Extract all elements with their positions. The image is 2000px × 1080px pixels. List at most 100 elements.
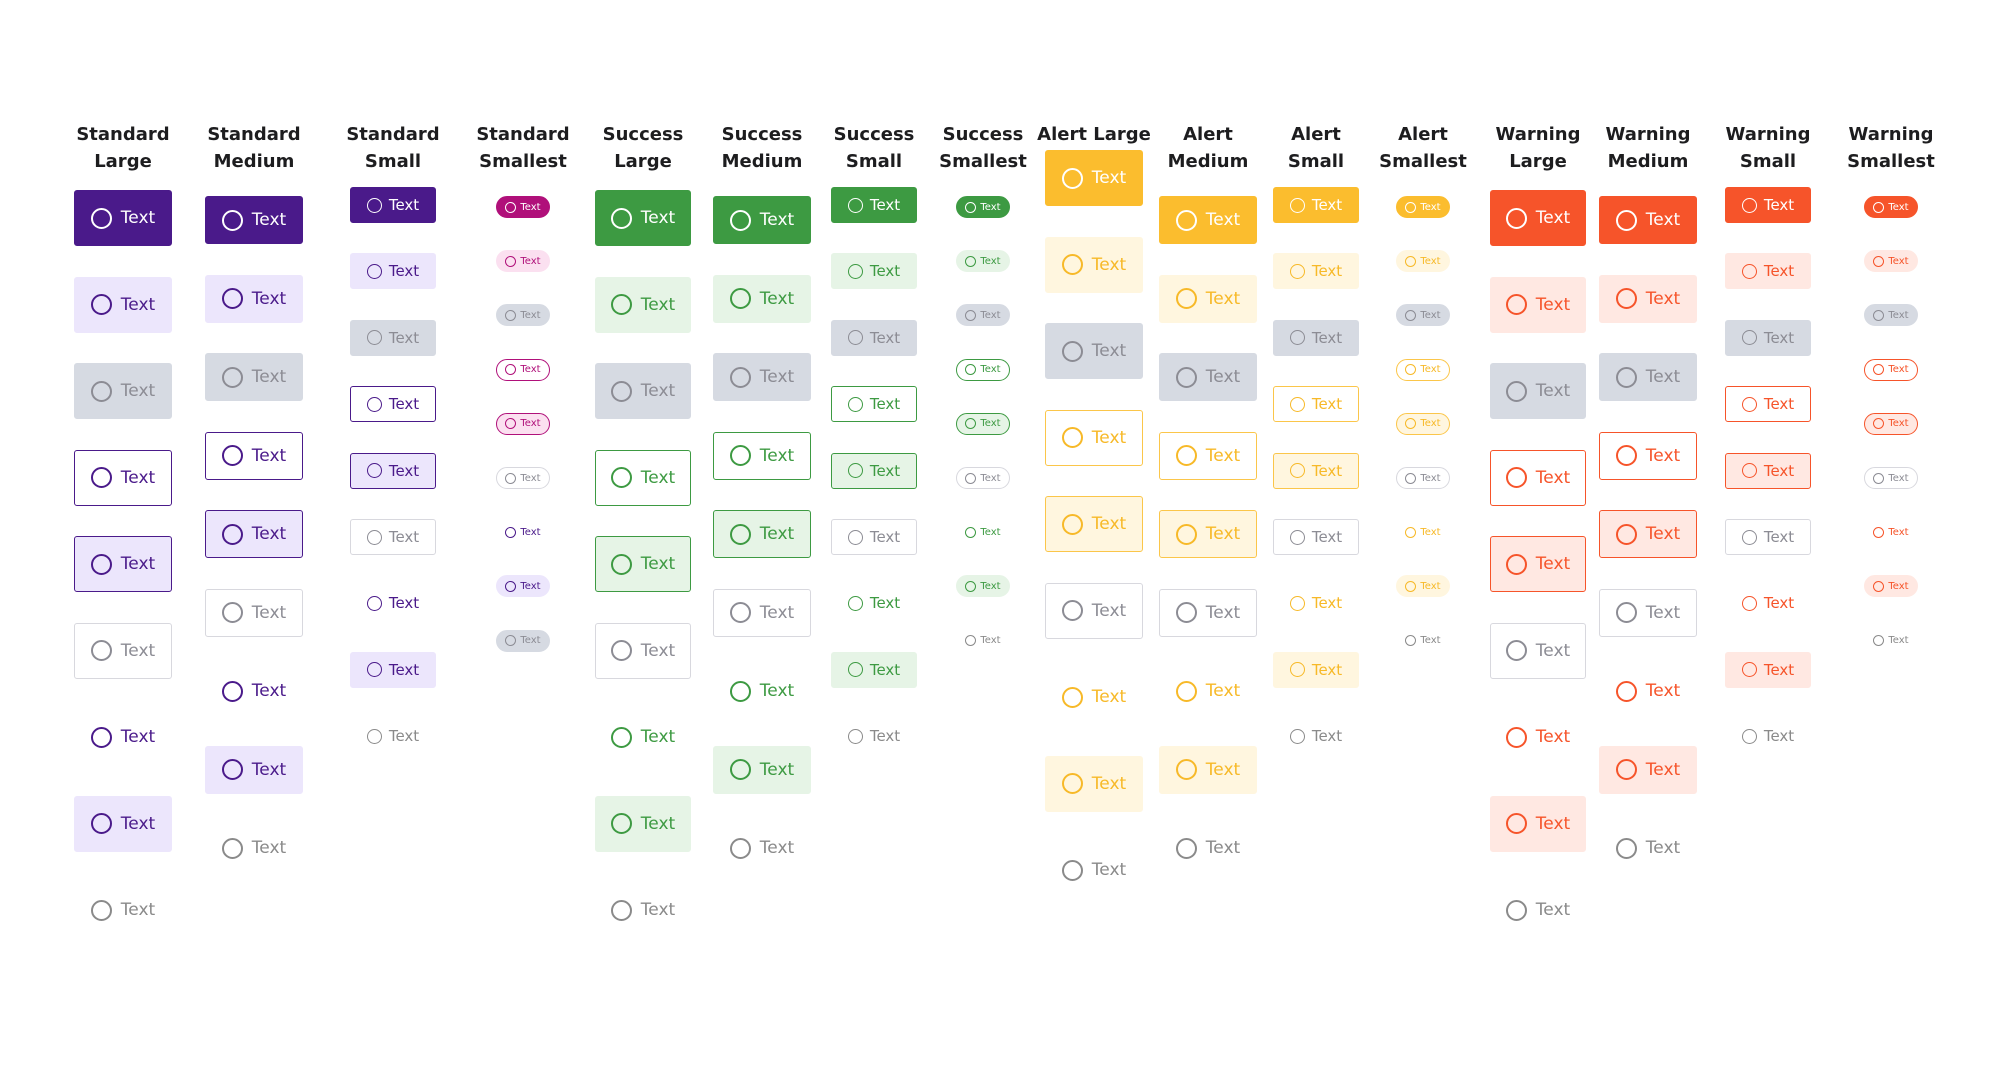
standard-medium-button[interactable]: Text <box>205 510 303 558</box>
success-large-button[interactable]: Text <box>595 449 691 506</box>
alert-smallest-button[interactable]: Text <box>1396 304 1450 327</box>
standard-small-button[interactable]: Text <box>350 519 436 555</box>
standard-smallest-button[interactable]: Text <box>496 304 550 327</box>
success-small-button[interactable]: Text <box>831 187 917 223</box>
alert-medium-button[interactable]: Text <box>1159 510 1257 558</box>
success-small-button[interactable]: Text <box>831 386 917 423</box>
standard-large-button[interactable]: Text <box>74 536 172 592</box>
warning-large-button[interactable]: Text <box>1490 622 1586 679</box>
standard-large-button[interactable]: Text <box>74 190 172 246</box>
standard-large-button[interactable]: Text <box>74 276 172 333</box>
success-large-button[interactable]: Text <box>595 190 691 246</box>
success-smallest-button[interactable]: Text <box>956 358 1010 381</box>
success-large-button[interactable]: Text <box>595 363 691 419</box>
standard-smallest-button[interactable]: Text <box>496 196 550 218</box>
success-medium-button[interactable]: Text <box>713 274 811 323</box>
success-medium-button[interactable]: Text <box>713 824 811 872</box>
warning-smallest-button[interactable]: Text <box>1864 304 1918 327</box>
success-smallest-button[interactable]: Text <box>956 196 1010 218</box>
standard-small-button[interactable]: Text <box>350 386 436 423</box>
warning-smallest-button[interactable]: Text <box>1864 575 1918 598</box>
warning-small-button[interactable]: Text <box>1725 651 1811 688</box>
success-large-button[interactable]: Text <box>595 709 691 765</box>
warning-small-button[interactable]: Text <box>1725 585 1811 621</box>
warning-medium-button[interactable]: Text <box>1599 353 1697 401</box>
warning-smallest-button[interactable]: Text <box>1864 412 1918 435</box>
warning-large-button[interactable]: Text <box>1490 276 1586 333</box>
alert-large-button[interactable]: Text <box>1045 150 1143 206</box>
warning-small-button[interactable]: Text <box>1725 319 1811 356</box>
alert-medium-button[interactable]: Text <box>1159 353 1257 401</box>
alert-smallest-button[interactable]: Text <box>1396 250 1450 273</box>
alert-small-button[interactable]: Text <box>1273 253 1359 290</box>
standard-small-button[interactable]: Text <box>350 187 436 223</box>
alert-medium-button[interactable]: Text <box>1159 588 1257 637</box>
standard-smallest-button[interactable]: Text <box>496 521 550 543</box>
alert-large-button[interactable]: Text <box>1045 496 1143 552</box>
alert-large-button[interactable]: Text <box>1045 236 1143 293</box>
alert-smallest-button[interactable]: Text <box>1396 467 1450 489</box>
success-small-button[interactable]: Text <box>831 519 917 555</box>
warning-smallest-button[interactable]: Text <box>1864 630 1918 652</box>
alert-smallest-button[interactable]: Text <box>1396 575 1450 598</box>
alert-large-button[interactable]: Text <box>1045 582 1143 639</box>
standard-medium-button[interactable]: Text <box>205 588 303 637</box>
alert-medium-button[interactable]: Text <box>1159 431 1257 480</box>
warning-medium-button[interactable]: Text <box>1599 588 1697 637</box>
success-medium-button[interactable]: Text <box>713 510 811 558</box>
alert-medium-button[interactable]: Text <box>1159 196 1257 244</box>
warning-small-button[interactable]: Text <box>1725 519 1811 555</box>
warning-large-button[interactable]: Text <box>1490 536 1586 592</box>
alert-small-button[interactable]: Text <box>1273 319 1359 356</box>
alert-large-button[interactable]: Text <box>1045 669 1143 725</box>
standard-medium-button[interactable]: Text <box>205 353 303 401</box>
standard-smallest-button[interactable]: Text <box>496 575 550 598</box>
success-large-button[interactable]: Text <box>595 882 691 938</box>
standard-small-button[interactable]: Text <box>350 253 436 290</box>
standard-smallest-button[interactable]: Text <box>496 412 550 435</box>
success-large-button[interactable]: Text <box>595 536 691 592</box>
alert-medium-button[interactable]: Text <box>1159 274 1257 323</box>
alert-smallest-button[interactable]: Text <box>1396 521 1450 543</box>
warning-smallest-button[interactable]: Text <box>1864 467 1918 489</box>
alert-large-button[interactable]: Text <box>1045 323 1143 379</box>
success-smallest-button[interactable]: Text <box>956 250 1010 273</box>
alert-large-button[interactable]: Text <box>1045 755 1143 812</box>
alert-small-button[interactable]: Text <box>1273 452 1359 489</box>
warning-small-button[interactable]: Text <box>1725 187 1811 223</box>
success-smallest-button[interactable]: Text <box>956 521 1010 543</box>
warning-large-button[interactable]: Text <box>1490 190 1586 246</box>
standard-small-button[interactable]: Text <box>350 585 436 621</box>
warning-smallest-button[interactable]: Text <box>1864 521 1918 543</box>
standard-smallest-button[interactable]: Text <box>496 250 550 273</box>
alert-large-button[interactable]: Text <box>1045 842 1143 898</box>
alert-small-button[interactable]: Text <box>1273 519 1359 555</box>
success-small-button[interactable]: Text <box>831 452 917 489</box>
success-smallest-button[interactable]: Text <box>956 575 1010 598</box>
standard-medium-button[interactable]: Text <box>205 824 303 872</box>
standard-large-button[interactable]: Text <box>74 795 172 852</box>
standard-medium-button[interactable]: Text <box>205 431 303 480</box>
warning-medium-button[interactable]: Text <box>1599 510 1697 558</box>
alert-small-button[interactable]: Text <box>1273 718 1359 754</box>
standard-small-button[interactable]: Text <box>350 651 436 688</box>
success-large-button[interactable]: Text <box>595 276 691 333</box>
success-small-button[interactable]: Text <box>831 718 917 754</box>
success-medium-button[interactable]: Text <box>713 431 811 480</box>
success-large-button[interactable]: Text <box>595 795 691 852</box>
standard-medium-button[interactable]: Text <box>205 745 303 794</box>
alert-small-button[interactable]: Text <box>1273 585 1359 621</box>
warning-medium-button[interactable]: Text <box>1599 745 1697 794</box>
success-small-button[interactable]: Text <box>831 319 917 356</box>
success-medium-button[interactable]: Text <box>713 196 811 244</box>
warning-small-button[interactable]: Text <box>1725 253 1811 290</box>
warning-large-button[interactable]: Text <box>1490 882 1586 938</box>
success-medium-button[interactable]: Text <box>713 588 811 637</box>
success-medium-button[interactable]: Text <box>713 745 811 794</box>
warning-large-button[interactable]: Text <box>1490 709 1586 765</box>
warning-medium-button[interactable]: Text <box>1599 196 1697 244</box>
standard-large-button[interactable]: Text <box>74 622 172 679</box>
success-medium-button[interactable]: Text <box>713 353 811 401</box>
success-smallest-button[interactable]: Text <box>956 467 1010 489</box>
standard-large-button[interactable]: Text <box>74 709 172 765</box>
